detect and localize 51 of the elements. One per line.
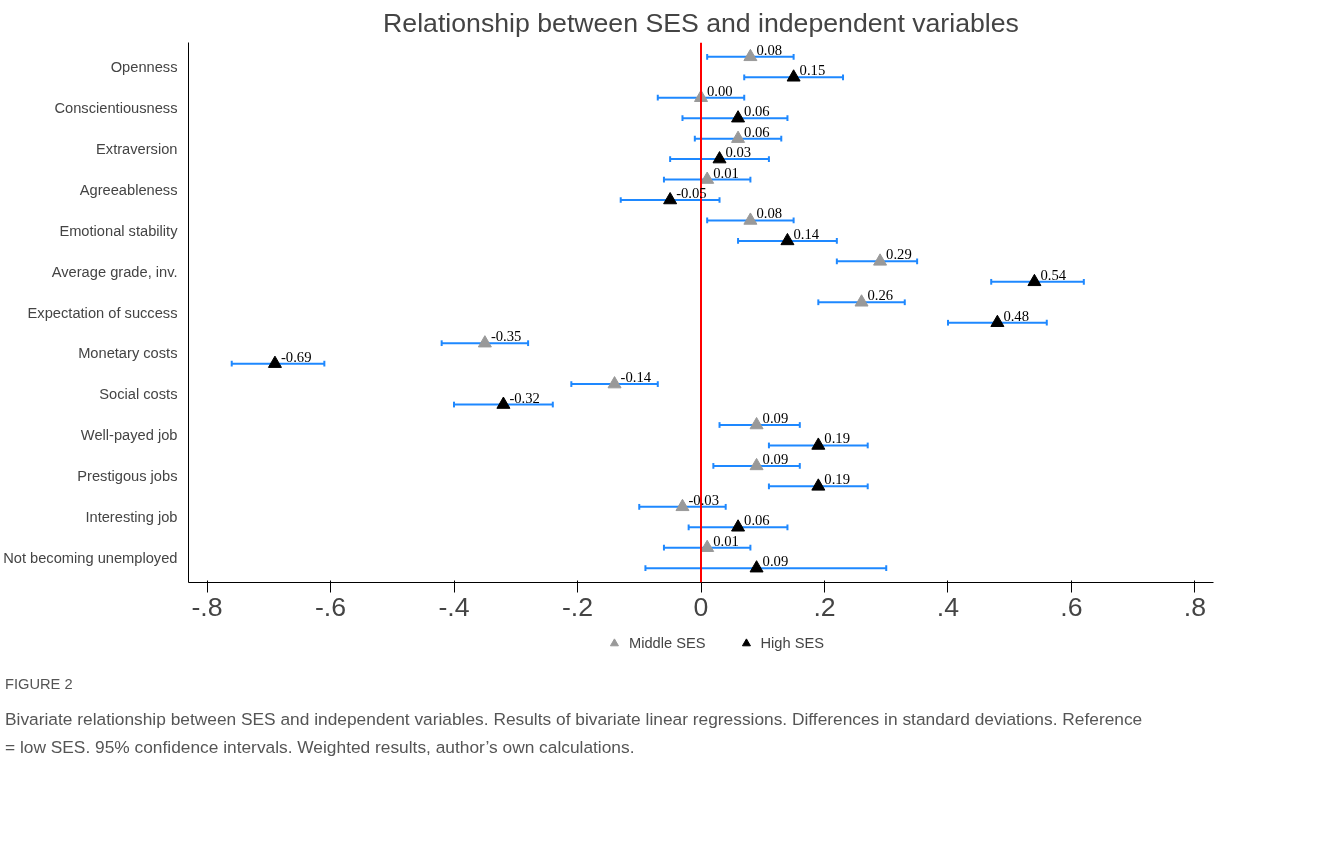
legend-label: High SES [760, 635, 825, 651]
y-tick-label: Well-payed job [80, 427, 178, 444]
data-label: 0.03 [725, 144, 752, 161]
text: Bivariate relationship between SES and independent variables. Results of bivariate linear regressions. Differences in standard deviations. Reference = low SES. 95% confidence intervals. Weighted results, author’s own calculations. [5, 708, 1144, 760]
y-tick-label: Monetary costs [78, 345, 178, 362]
data-label: -0.32 [509, 389, 540, 406]
data-label: 0.06 [744, 103, 770, 120]
data-label: 0.14 [793, 225, 820, 242]
y-tick-label: Expectation of success [27, 304, 178, 321]
data-label: 0.06 [744, 123, 770, 140]
data-label: 0.09 [762, 553, 789, 570]
x-tick-label: -.4 [438, 591, 470, 622]
x-tick-label: .8 [1183, 591, 1207, 622]
data-label: 0.09 [762, 410, 789, 426]
data-label: -0.14 [620, 369, 652, 386]
y-tick-label: Openness [110, 59, 178, 76]
x-tick-label: -.2 [561, 591, 594, 622]
y-tick-label: Not becoming unemployed [3, 549, 178, 566]
caption: FIGURE 2 [5, 675, 73, 694]
data-label: 0.06 [744, 512, 770, 529]
y-tick-label: Extraversion [96, 140, 178, 157]
data-label: 0.08 [756, 205, 783, 222]
data-label: 0.19 [824, 471, 850, 488]
data-label: 0.00 [707, 82, 733, 99]
x-tick-label: -.8 [191, 591, 223, 622]
data-label: 0.08 [756, 41, 783, 58]
y-tick-label: Average grade, inv. [51, 263, 178, 280]
chart-title: Relationship between SES and independent variables [383, 7, 1019, 38]
x-tick-label: -.6 [314, 591, 347, 622]
data-label: 0.15 [799, 62, 826, 79]
data-label: 0.01 [713, 532, 739, 549]
x-tick-label: 0 [693, 591, 709, 622]
data-label: -0.69 [280, 348, 312, 365]
y-tick-label: Social costs [99, 386, 178, 403]
data-label: 0.19 [824, 430, 850, 447]
data-label: 0.01 [713, 164, 739, 181]
y-tick-label: Conscientiousness [54, 99, 178, 116]
data-label: 0.09 [762, 450, 789, 467]
x-tick-label: .4 [936, 591, 960, 622]
y-tick-label: Prestigous jobs [77, 468, 178, 485]
x-tick-label: .2 [813, 591, 836, 622]
y-tick-label: Interesting job [85, 509, 178, 526]
data-label: 0.26 [867, 287, 894, 304]
y-tick-label: Emotional stability [59, 222, 179, 239]
data-label: 0.54 [1040, 266, 1067, 283]
legend-label: Middle SES [628, 635, 706, 651]
x-tick-label: .6 [1060, 591, 1083, 622]
data-label: 0.48 [1003, 307, 1030, 324]
y-tick-label: Agreeableness [79, 181, 178, 198]
data-label: 0.29 [886, 246, 912, 263]
data-label: -0.35 [490, 328, 522, 345]
